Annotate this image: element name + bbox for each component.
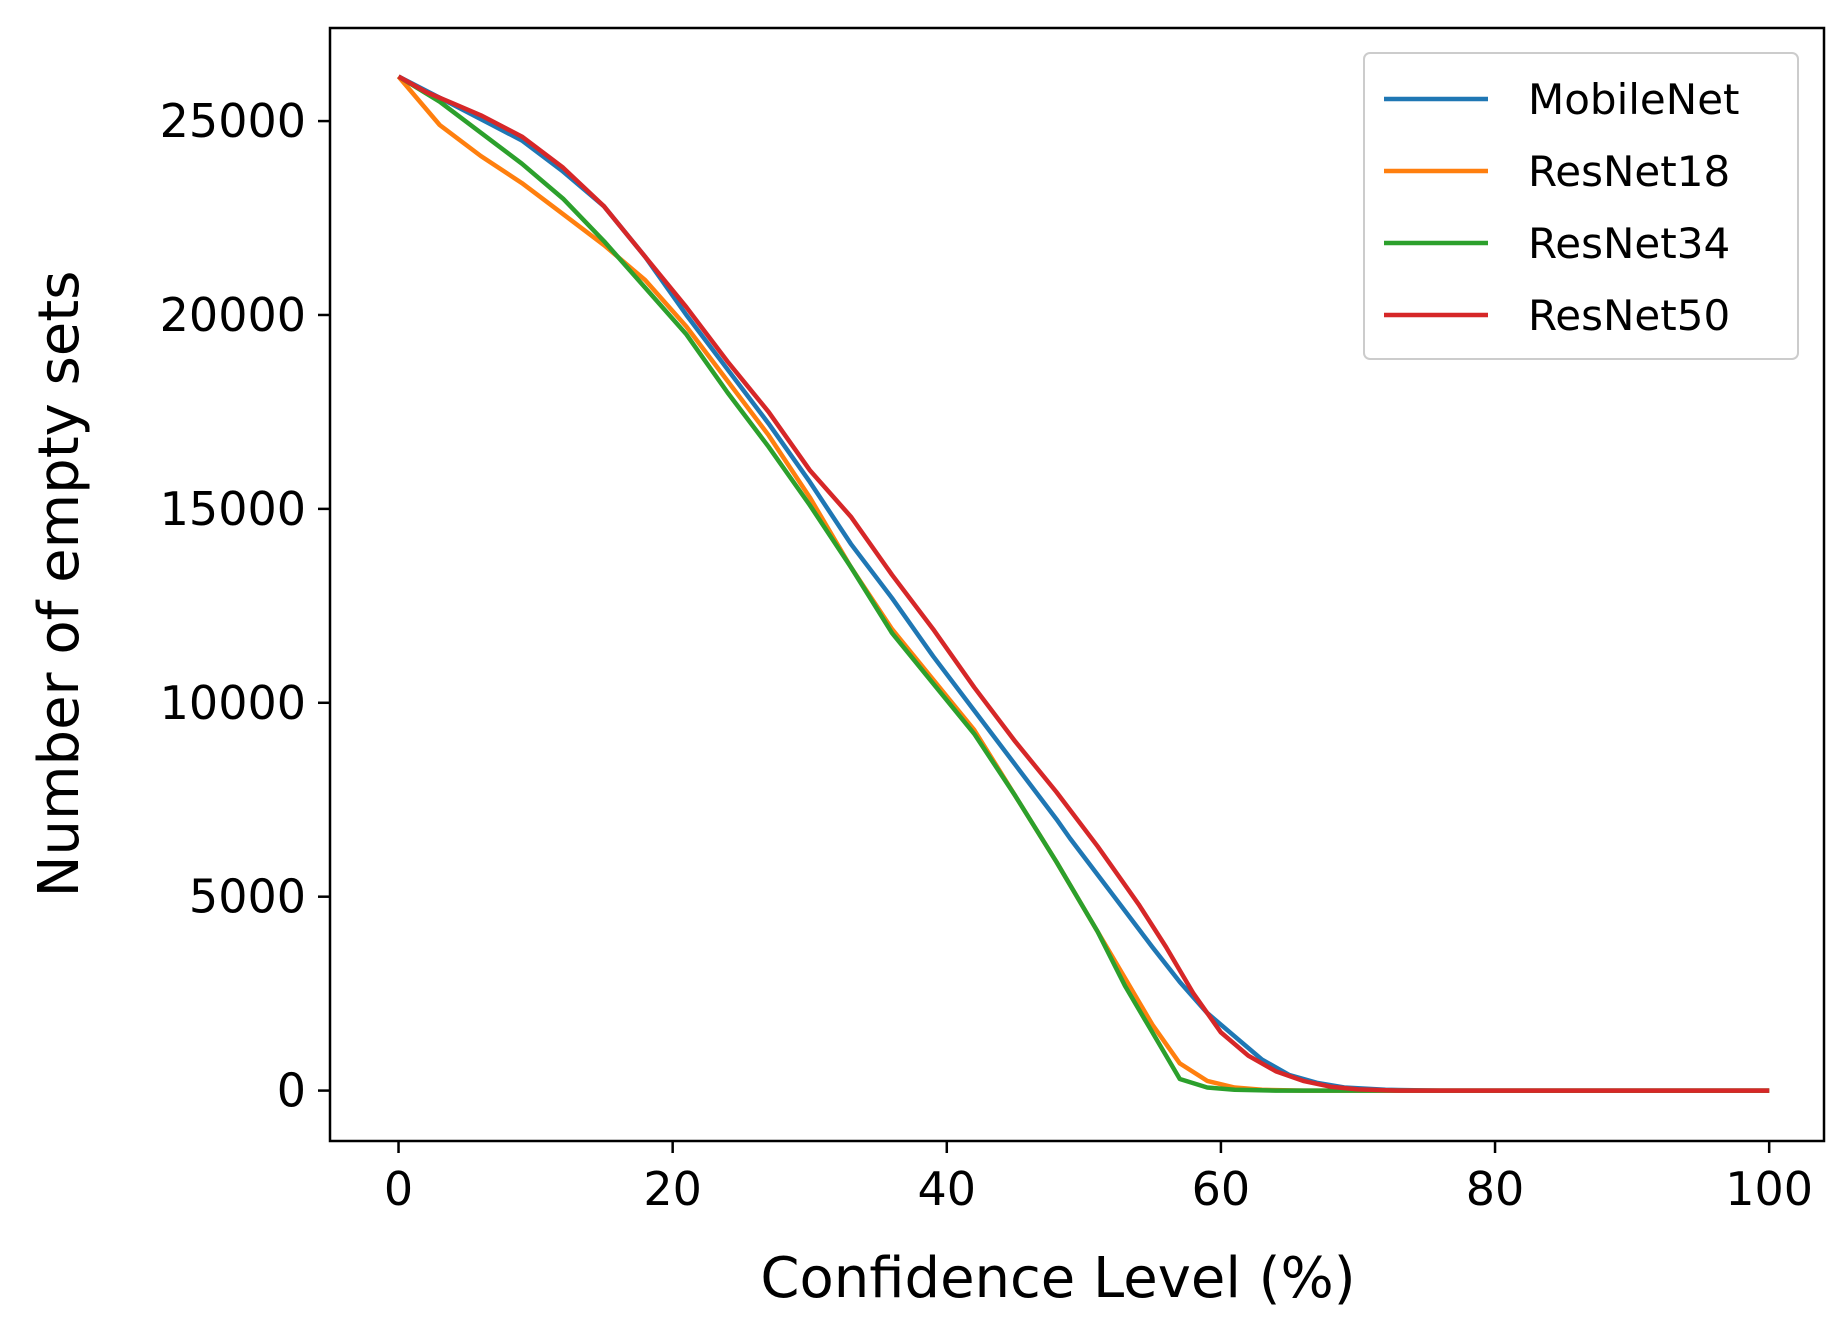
legend-label-resnet34: ResNet34 — [1528, 219, 1730, 268]
y-tick-label: 5000 — [189, 870, 306, 924]
y-tick-label: 15000 — [160, 482, 306, 536]
y-tick-label: 0 — [277, 1064, 306, 1118]
x-tick-label: 20 — [643, 1162, 702, 1216]
legend-label-resnet18: ResNet18 — [1528, 147, 1730, 196]
legend: MobileNet ResNet18 ResNet34 ResNet50 — [1363, 52, 1799, 360]
x-axis-label: Confidence Level (%) — [760, 1246, 1355, 1311]
x-tick-label: 40 — [918, 1162, 977, 1216]
series-line-resnet18 — [396, 75, 1770, 1093]
y-axis-label: Number of empty sets — [27, 271, 92, 898]
y-tick-label: 20000 — [160, 288, 306, 342]
plot-lines — [396, 74, 1770, 1093]
x-tick-label: 60 — [1192, 1162, 1251, 1216]
y-axis-ticks: 0 5000 10000 15000 20000 25000 — [160, 94, 330, 1118]
legend-label-mobilenet: MobileNet — [1528, 75, 1740, 124]
y-tick-label: 10000 — [160, 676, 306, 730]
x-tick-label: 0 — [384, 1162, 413, 1216]
x-tick-label: 80 — [1466, 1162, 1525, 1216]
series-line-resnet34 — [397, 74, 1770, 1093]
legend-label-resnet50: ResNet50 — [1528, 291, 1730, 340]
series-line-resnet50 — [397, 74, 1770, 1093]
legend-box — [1363, 52, 1799, 360]
x-tick-label: 100 — [1725, 1162, 1813, 1216]
plot-frame — [328, 26, 1826, 1143]
y-tick-label: 25000 — [160, 94, 306, 148]
x-axis-ticks: 0 20 40 60 80 100 — [384, 1141, 1813, 1216]
